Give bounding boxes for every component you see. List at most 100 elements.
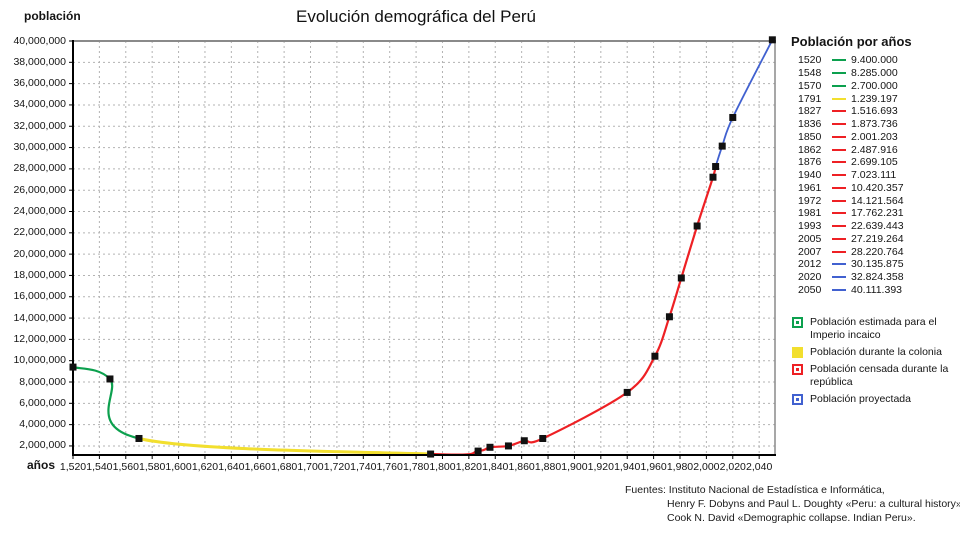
x-tick-label: 1,900: [561, 461, 588, 473]
legend-value-label: 9.400.000: [851, 54, 898, 67]
legend-year-label: 2007: [798, 245, 822, 258]
legend-row: 1940 7.023.111: [798, 169, 904, 182]
swatch-dot: [796, 321, 799, 324]
y-tick-label: 28,000,000: [13, 162, 66, 175]
legend-color-dash-icon: [832, 174, 846, 177]
legend-row: 1850 2.001.203: [798, 131, 904, 144]
series-segment: [680, 225, 699, 279]
legend-value-label: 32.824.358: [851, 271, 904, 284]
legend-color-dash-icon: [832, 123, 846, 126]
category-swatch-icon: [792, 364, 803, 375]
legend-year-label: 1972: [798, 194, 822, 207]
legend-row: 2005 27.219.264: [798, 233, 904, 246]
legend-year-label: 1827: [798, 105, 822, 118]
series-segment: [721, 117, 734, 147]
legend-color-dash-icon: [832, 110, 846, 113]
data-point-marker: [768, 36, 776, 44]
x-tick-label: 1,520: [59, 461, 87, 473]
legend-color-dash-icon: [832, 161, 846, 164]
x-tick-label: 1,720: [323, 461, 351, 473]
x-tick-label: 1,820: [455, 461, 482, 473]
series-segment: [696, 176, 715, 227]
series-segment: [72, 366, 111, 380]
y-tick-label: 32,000,000: [13, 119, 66, 132]
category-swatch-icon: [792, 347, 803, 358]
legend-row: 1862 2.487.916: [798, 143, 904, 156]
legend-year-label: 2020: [798, 271, 822, 284]
x-tick-label: 2,000: [693, 461, 720, 473]
series-segment: [653, 316, 671, 357]
x-tick-label: 1,540: [86, 461, 113, 473]
category-label: Población durante la colonia: [810, 346, 942, 358]
legend-value-label: 1.873.736: [851, 118, 898, 131]
sources-block: Fuentes: Instituto Nacional de Estadísti…: [625, 483, 960, 525]
source-line: Fuentes: Instituto Nacional de Estadísti…: [625, 484, 885, 496]
legend-value-label: 2.700.000: [851, 79, 898, 92]
y-tick-label: 30,000,000: [13, 141, 66, 154]
legend-color-dash-icon: [832, 212, 846, 215]
series-segment: [138, 437, 431, 455]
legend-year-label: 2050: [798, 283, 822, 296]
legend-value-label: 2.487.916: [851, 143, 898, 156]
y-tick-label: 16,000,000: [13, 290, 66, 303]
y-tick-label: 14,000,000: [13, 311, 66, 324]
legend-year-value-list: 1520 9.400.000 1548 8.285.000 1570 2.700.000 1…: [798, 54, 904, 296]
category-label: Población proyectada: [810, 393, 911, 405]
legend-color-dash-icon: [832, 199, 846, 202]
legend-color-dash-icon: [832, 97, 846, 100]
population-curve: [72, 39, 774, 455]
data-point-marker: [729, 113, 737, 121]
legend-year-label: 1876: [798, 156, 822, 169]
legend-color-dash-icon: [832, 135, 846, 138]
data-point-marker: [520, 437, 528, 445]
data-point-marker: [623, 388, 631, 396]
series-segment: [731, 39, 774, 118]
x-axis-title: años: [27, 458, 56, 472]
legend-year-label: 1981: [798, 207, 822, 220]
x-tick-label: 1,780: [402, 461, 430, 473]
legend-color-dash-icon: [832, 276, 846, 279]
legend-value-label: 40.111.393: [851, 283, 902, 296]
legend-color-dash-icon: [832, 237, 846, 240]
y-tick-label: 24,000,000: [13, 205, 66, 217]
legend-row: 1961 10.420.357: [798, 182, 904, 195]
legend-row: 1520 9.400.000: [798, 54, 904, 67]
series-segment: [626, 355, 656, 394]
legend-row: 1827 1.516.693: [798, 105, 904, 118]
legend-row: 1972 14.121.564: [798, 194, 904, 207]
x-tick-label: 1,920: [587, 461, 614, 473]
y-tick-label: 20,000,000: [13, 247, 66, 260]
data-point-marker: [486, 443, 494, 451]
swatch-dot: [796, 398, 799, 401]
legend-year-label: 1862: [798, 143, 822, 156]
legend-color-dash-icon: [832, 72, 846, 75]
legend-row: 1993 22.639.443: [798, 220, 904, 233]
x-tick-label: 1,940: [614, 461, 641, 473]
x-tick-label: 1,560: [112, 461, 139, 473]
x-tick-label: 1,740: [350, 461, 377, 473]
x-tick-label: 1,640: [218, 461, 245, 473]
y-tick-label: 26,000,000: [13, 183, 66, 196]
data-point-marker: [539, 434, 547, 442]
x-tick-label: 1,980: [666, 461, 694, 473]
legend-value-label: 14.121.564: [851, 194, 904, 207]
x-tick-label: 1,840: [482, 461, 509, 473]
legend-value-label: 22.639.443: [851, 220, 904, 233]
x-tick-label: 1,960: [640, 461, 667, 473]
y-tick-label: 18,000,000: [13, 268, 66, 281]
legend-row: 2020 32.824.358: [798, 271, 904, 284]
series-segment: [542, 391, 628, 440]
legend-color-dash-icon: [832, 84, 846, 87]
x-tick-label: 2,040: [746, 461, 773, 473]
legend-color-dash-icon: [832, 148, 846, 151]
x-tick-label: 1,800: [429, 461, 456, 473]
data-point-marker: [651, 352, 659, 360]
y-tick-label: 12,000,000: [13, 332, 66, 345]
legend-color-dash-icon: [832, 263, 846, 266]
data-point-marker: [427, 450, 435, 458]
y-tick-label: 36,000,000: [13, 77, 66, 90]
data-point-marker: [69, 363, 77, 371]
legend-color-dash-icon: [832, 186, 846, 189]
data-point-marker: [504, 442, 512, 450]
y-tick-label: 10,000,000: [13, 354, 66, 367]
